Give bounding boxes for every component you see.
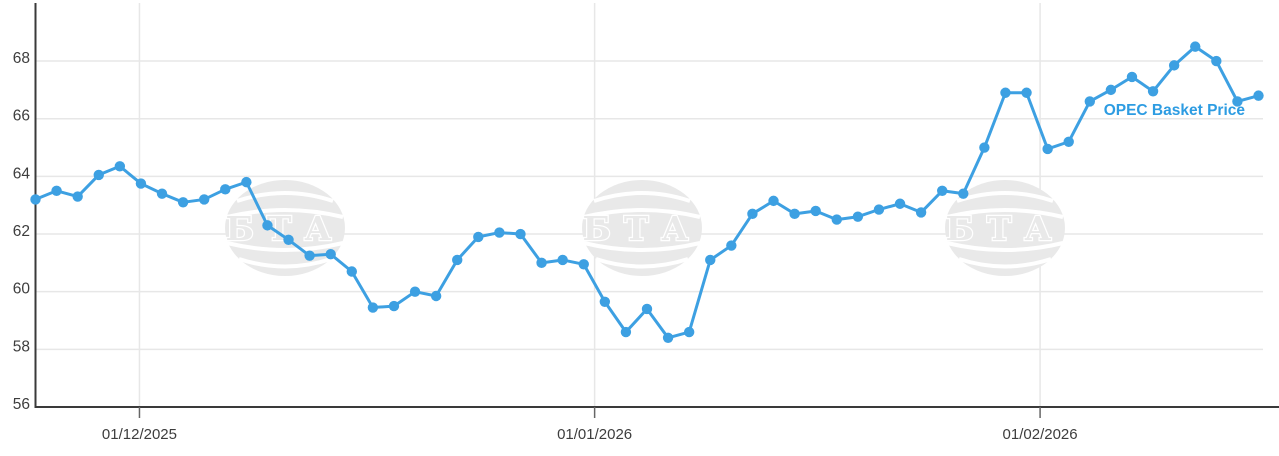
y-tick-label: 62 (13, 223, 30, 240)
data-point[interactable] (768, 195, 779, 207)
data-point[interactable] (1063, 136, 1074, 147)
data-point[interactable] (304, 250, 315, 261)
data-point[interactable] (241, 176, 252, 188)
data-point[interactable] (93, 169, 104, 181)
x-tick-label: 01/01/2026 (557, 426, 632, 443)
data-point[interactable] (578, 259, 589, 270)
watermark-text: БТА (226, 209, 345, 248)
data-point[interactable] (135, 178, 147, 189)
y-tick-label: 60 (13, 281, 31, 298)
data-point[interactable] (262, 220, 273, 231)
bta-watermark-logo: БТА (944, 180, 1065, 276)
data-point[interactable] (1190, 41, 1201, 52)
data-point[interactable] (220, 184, 231, 195)
data-point[interactable] (452, 254, 463, 266)
data-point[interactable] (726, 240, 737, 251)
data-point[interactable] (346, 266, 357, 277)
data-point[interactable] (1253, 90, 1264, 101)
data-point[interactable] (705, 254, 716, 266)
data-point[interactable] (1084, 96, 1096, 107)
data-point[interactable] (515, 228, 526, 240)
data-point[interactable] (789, 208, 800, 220)
data-point[interactable] (325, 249, 336, 260)
data-point[interactable] (852, 211, 864, 222)
data-point[interactable] (747, 208, 758, 220)
data-point[interactable] (683, 326, 695, 338)
watermark-latitude-arc (236, 191, 334, 203)
y-tick-label: 66 (13, 108, 30, 125)
data-point[interactable] (958, 188, 969, 199)
data-point[interactable] (1126, 71, 1138, 83)
watermark-latitude-arc (946, 208, 1064, 219)
watermark-latitude-arc (226, 241, 344, 252)
data-point[interactable] (620, 326, 632, 338)
data-point[interactable] (1211, 55, 1222, 67)
data-point[interactable] (473, 231, 484, 243)
watermark-latitude-arc (956, 191, 1054, 203)
data-point[interactable] (114, 161, 126, 172)
bta-watermark-logo: БТА (224, 180, 345, 276)
y-tick-label: 58 (13, 338, 30, 355)
data-point[interactable] (937, 185, 948, 196)
data-point[interactable] (894, 198, 906, 209)
data-point[interactable] (831, 214, 842, 225)
bta-watermark-logo: БТА (581, 180, 702, 276)
watermark-text: БТА (583, 209, 702, 248)
watermark-latitude-arc (595, 257, 689, 269)
data-point[interactable] (430, 290, 442, 302)
series-label: OPEC Basket Price (1104, 102, 1246, 119)
watermark-latitude-arc (583, 241, 701, 252)
data-point[interactable] (388, 300, 400, 312)
y-tick-label: 68 (13, 50, 30, 67)
y-tick-label: 56 (13, 396, 30, 413)
watermark-latitude-arc (593, 191, 691, 203)
watermark-globe (945, 180, 1065, 276)
watermark-latitude-arc (226, 208, 344, 219)
data-point[interactable] (557, 254, 568, 266)
data-point[interactable] (494, 227, 505, 238)
data-point[interactable] (283, 234, 294, 245)
watermark-globe (225, 180, 345, 276)
data-point[interactable] (979, 142, 990, 153)
x-tick-label: 01/12/2025 (102, 426, 177, 443)
watermark-latitude-arc (958, 257, 1052, 269)
data-point[interactable] (1000, 87, 1011, 98)
data-point[interactable] (198, 194, 210, 205)
watermark-text: БТА (946, 209, 1065, 248)
data-point[interactable] (51, 185, 62, 196)
watermark-latitude-arc (583, 208, 701, 219)
data-point[interactable] (810, 205, 821, 217)
watermark-globe (582, 180, 702, 276)
data-point[interactable] (662, 332, 674, 344)
data-point[interactable] (536, 257, 547, 269)
data-point[interactable] (915, 207, 927, 218)
x-tick-label: 01/02/2026 (1003, 426, 1078, 443)
data-point[interactable] (177, 197, 189, 208)
data-point[interactable] (409, 286, 421, 297)
data-point[interactable] (641, 303, 653, 315)
data-point[interactable] (873, 204, 885, 215)
watermark-latitude-arc (238, 257, 332, 269)
data-point[interactable] (1021, 87, 1032, 98)
data-point[interactable] (1042, 143, 1053, 155)
data-point[interactable] (599, 296, 611, 307)
data-point[interactable] (367, 302, 379, 313)
data-point[interactable] (30, 194, 41, 205)
data-point[interactable] (1168, 60, 1180, 71)
watermark-latitude-arc (946, 241, 1064, 252)
data-point[interactable] (1105, 84, 1117, 96)
data-point[interactable] (1232, 96, 1243, 107)
y-tick-label: 64 (13, 165, 31, 182)
data-point[interactable] (156, 188, 168, 199)
data-point[interactable] (1147, 86, 1159, 97)
data-point[interactable] (72, 191, 83, 202)
